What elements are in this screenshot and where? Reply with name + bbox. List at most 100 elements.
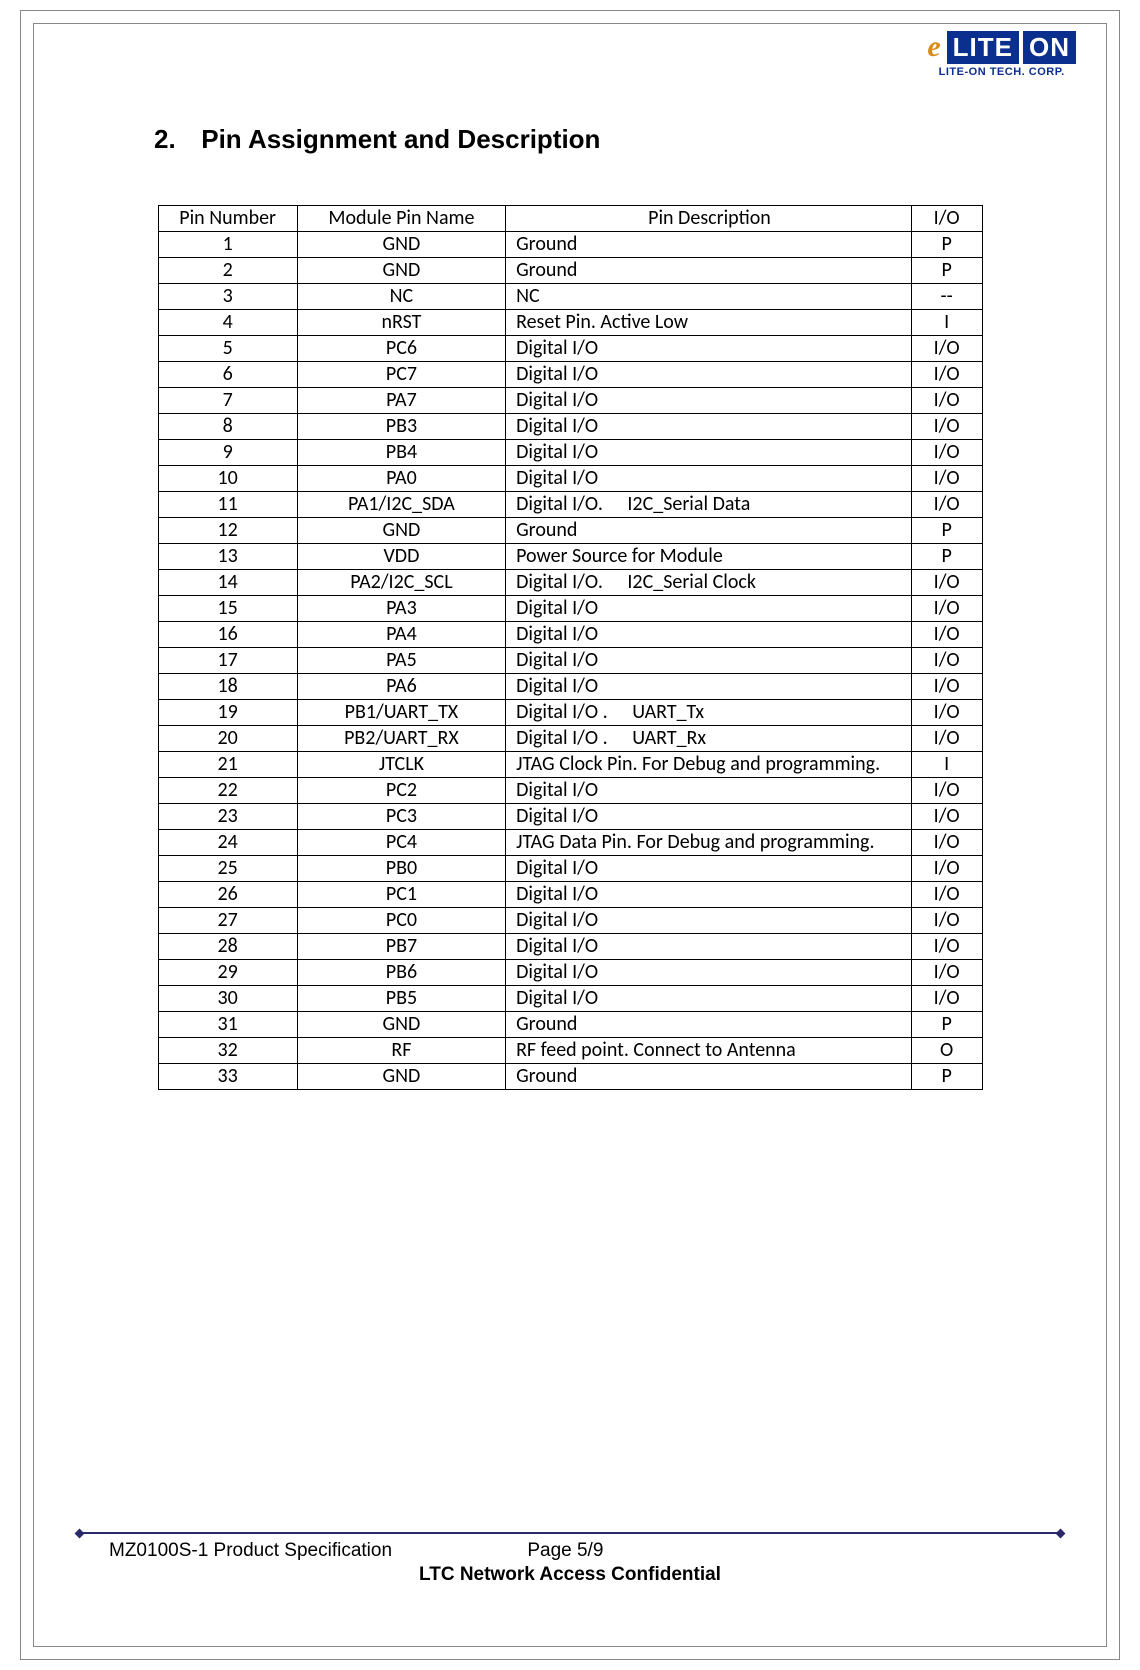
cell-pin-desc: NC: [506, 284, 912, 310]
cell-pin-name: NC: [297, 284, 505, 310]
logo-word-lite: LITE: [947, 31, 1019, 64]
table-row: 22PC2Digital I/OI/O: [158, 778, 982, 804]
cell-pin-desc: Digital I/O: [506, 648, 912, 674]
cell-io: I/O: [911, 466, 982, 492]
cell-io: I/O: [911, 440, 982, 466]
table-row: 17PA5Digital I/OI/O: [158, 648, 982, 674]
cell-io: I/O: [911, 908, 982, 934]
table-row: 8PB3Digital I/OI/O: [158, 414, 982, 440]
cell-io: I/O: [911, 934, 982, 960]
col-header-pin-name: Module Pin Name: [297, 206, 505, 232]
table-row: 2GNDGroundP: [158, 258, 982, 284]
cell-io: I: [911, 310, 982, 336]
table-row: 29PB6Digital I/OI/O: [158, 960, 982, 986]
cell-io: I/O: [911, 700, 982, 726]
table-row: 20PB2/UART_RXDigital I/O . UART_RxI/O: [158, 726, 982, 752]
table-row: 5PC6Digital I/OI/O: [158, 336, 982, 362]
cell-pin-number: 27: [158, 908, 297, 934]
cell-pin-number: 26: [158, 882, 297, 908]
cell-pin-desc: Digital I/O . UART_Tx: [506, 700, 912, 726]
table-row: 10PA0Digital I/OI/O: [158, 466, 982, 492]
cell-pin-desc: JTAG Clock Pin. For Debug and programmin…: [506, 752, 912, 778]
cell-io: P: [911, 232, 982, 258]
table-row: 12GNDGroundP: [158, 518, 982, 544]
table-row: 1GNDGroundP: [158, 232, 982, 258]
cell-pin-name: PA1/I2C_SDA: [297, 492, 505, 518]
cell-pin-number: 33: [158, 1064, 297, 1090]
cell-io: I/O: [911, 648, 982, 674]
heading-number: 2.: [154, 124, 194, 155]
cell-io: I/O: [911, 596, 982, 622]
cell-pin-number: 21: [158, 752, 297, 778]
cell-pin-number: 14: [158, 570, 297, 596]
cell-io: P: [911, 1064, 982, 1090]
cell-pin-desc: Digital I/O: [506, 466, 912, 492]
cell-pin-desc: Digital I/O: [506, 908, 912, 934]
table-row: 28PB7Digital I/OI/O: [158, 934, 982, 960]
cell-pin-name: PC2: [297, 778, 505, 804]
cell-pin-desc: Ground: [506, 258, 912, 284]
cell-pin-number: 13: [158, 544, 297, 570]
cell-pin-name: PB6: [297, 960, 505, 986]
cell-io: I/O: [911, 674, 982, 700]
cell-pin-name: GND: [297, 1012, 505, 1038]
cell-pin-desc: JTAG Data Pin. For Debug and programming…: [506, 830, 912, 856]
cell-pin-name: PC1: [297, 882, 505, 908]
footer-doc-id: MZ0100S-1 Product Specification: [109, 1540, 392, 1561]
footer-rule: [79, 1532, 1061, 1534]
cell-pin-number: 9: [158, 440, 297, 466]
cell-pin-desc: Digital I/O: [506, 414, 912, 440]
table-row: 21JTCLKJTAG Clock Pin. For Debug and pro…: [158, 752, 982, 778]
cell-pin-desc: Digital I/O: [506, 336, 912, 362]
cell-pin-name: PA4: [297, 622, 505, 648]
cell-pin-desc: Digital I/O . UART_Rx: [506, 726, 912, 752]
logo-swoosh-icon: e: [927, 30, 940, 64]
cell-pin-name: PB0: [297, 856, 505, 882]
cell-pin-name: GND: [297, 1064, 505, 1090]
cell-io: I/O: [911, 778, 982, 804]
cell-pin-name: PC4: [297, 830, 505, 856]
table-row: 15PA3Digital I/OI/O: [158, 596, 982, 622]
cell-pin-name: RF: [297, 1038, 505, 1064]
cell-pin-number: 4: [158, 310, 297, 336]
cell-pin-name: PC0: [297, 908, 505, 934]
cell-io: I/O: [911, 882, 982, 908]
cell-pin-name: nRST: [297, 310, 505, 336]
cell-pin-desc: Digital I/O. I2C_Serial Data: [506, 492, 912, 518]
heading-title: Pin Assignment and Description: [201, 124, 600, 154]
cell-pin-name: PB1/UART_TX: [297, 700, 505, 726]
cell-io: I/O: [911, 492, 982, 518]
cell-pin-desc: Digital I/O: [506, 674, 912, 700]
outer-border: e LITE ON LITE-ON TECH. CORP. 2. Pin Ass…: [20, 10, 1120, 1660]
cell-pin-number: 10: [158, 466, 297, 492]
cell-pin-name: PB7: [297, 934, 505, 960]
cell-io: I/O: [911, 362, 982, 388]
cell-pin-name: PC7: [297, 362, 505, 388]
section-heading: 2. Pin Assignment and Description: [154, 124, 1046, 155]
cell-pin-name: PC6: [297, 336, 505, 362]
cell-pin-number: 1: [158, 232, 297, 258]
table-row: 26PC1Digital I/OI/O: [158, 882, 982, 908]
footer-confidential: LTC Network Access Confidential: [34, 1564, 1106, 1586]
cell-pin-desc: Digital I/O: [506, 986, 912, 1012]
table-row: 7PA7Digital I/OI/O: [158, 388, 982, 414]
cell-pin-desc: Digital I/O: [506, 440, 912, 466]
cell-pin-number: 17: [158, 648, 297, 674]
table-row: 24PC4JTAG Data Pin. For Debug and progra…: [158, 830, 982, 856]
col-header-pin-desc: Pin Description: [506, 206, 912, 232]
cell-io: I: [911, 752, 982, 778]
cell-pin-number: 5: [158, 336, 297, 362]
cell-pin-name: PB3: [297, 414, 505, 440]
cell-io: I/O: [911, 388, 982, 414]
cell-pin-name: PA7: [297, 388, 505, 414]
cell-pin-number: 32: [158, 1038, 297, 1064]
cell-pin-number: 28: [158, 934, 297, 960]
cell-pin-number: 7: [158, 388, 297, 414]
cell-pin-name: PA3: [297, 596, 505, 622]
cell-pin-number: 19: [158, 700, 297, 726]
table-header-row: Pin Number Module Pin Name Pin Descripti…: [158, 206, 982, 232]
cell-io: I/O: [911, 336, 982, 362]
table-row: 31GNDGroundP: [158, 1012, 982, 1038]
col-header-io: I/O: [911, 206, 982, 232]
cell-pin-name: PB2/UART_RX: [297, 726, 505, 752]
